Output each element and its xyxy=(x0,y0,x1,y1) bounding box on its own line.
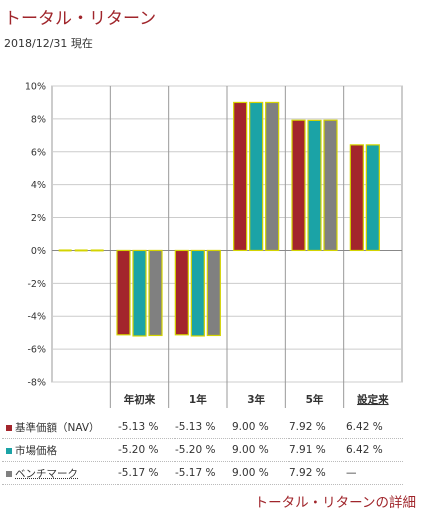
bench-3y: 9.00 % xyxy=(232,467,269,479)
row-label-nav: 基準価額（NAV） xyxy=(15,421,100,434)
market-5y: 7.91 % xyxy=(289,444,326,456)
detail-link[interactable]: トータル・リターンの詳細 xyxy=(254,495,416,511)
bar xyxy=(249,101,264,252)
bar xyxy=(323,119,338,252)
y-tick-label: -4% xyxy=(28,312,47,323)
nav-swatch-icon xyxy=(6,424,12,431)
bar xyxy=(365,144,380,252)
nav-3y: 9.00 % xyxy=(232,421,269,433)
x-tick-label: 設定来 xyxy=(357,393,389,406)
as-of-date: 2018/12/31 現在 xyxy=(4,37,93,50)
x-tick-label: 3年 xyxy=(247,393,265,406)
table-row-bench: ベンチマーク -5.17 % -5.17 % 9.00 % 7.92 % — xyxy=(2,462,403,485)
bar xyxy=(116,249,131,336)
nav-inception: 6.42 % xyxy=(346,421,383,433)
market-ytd: -5.20 % xyxy=(118,444,159,456)
y-tick-label: -6% xyxy=(28,345,47,356)
row-label-market: 市場価格 xyxy=(15,444,57,457)
bench-inception: — xyxy=(346,467,357,479)
bench-5y: 7.92 % xyxy=(289,467,326,479)
bar xyxy=(291,119,306,252)
market-1y: -5.20 % xyxy=(175,444,216,456)
row-name-nav: 基準価額（NAV） xyxy=(2,416,118,439)
y-tick-label: 8% xyxy=(31,114,46,125)
bar xyxy=(233,101,248,252)
bar xyxy=(74,249,88,252)
return-table: 基準価額（NAV） -5.13 % -5.13 % 9.00 % 7.92 % … xyxy=(2,416,403,485)
table-row-nav: 基準価額（NAV） -5.13 % -5.13 % 9.00 % 7.92 % … xyxy=(2,416,403,439)
market-swatch-icon xyxy=(6,447,12,454)
bar xyxy=(349,144,364,252)
row-label-bench[interactable]: ベンチマーク xyxy=(15,467,78,480)
nav-5y: 7.92 % xyxy=(289,421,326,433)
y-tick-label: 10% xyxy=(25,82,46,93)
bar xyxy=(132,249,147,337)
y-tick-label: 0% xyxy=(31,246,46,257)
page-title: トータル・リターン xyxy=(4,9,157,29)
y-tick-label: -8% xyxy=(28,378,47,389)
market-inception: 6.42 % xyxy=(346,444,383,456)
bench-ytd: -5.17 % xyxy=(118,467,159,479)
x-tick-label: 年初来 xyxy=(124,393,156,406)
table-row-market: 市場価格 -5.20 % -5.20 % 9.00 % 7.91 % 6.42 … xyxy=(2,439,403,462)
bench-swatch-icon xyxy=(6,470,12,477)
bar xyxy=(90,249,104,252)
bar xyxy=(58,249,72,252)
bar xyxy=(265,101,280,252)
market-3y: 9.00 % xyxy=(232,444,269,456)
row-name-market: 市場価格 xyxy=(2,439,118,462)
bar xyxy=(307,119,322,252)
nav-ytd: -5.13 % xyxy=(118,421,159,433)
x-tick-label: 1年 xyxy=(189,393,207,406)
bar xyxy=(148,249,163,337)
x-tick-label: 5年 xyxy=(306,393,324,406)
total-return-chart: 10% 8% 6% 4% 2% 0% -2% -4% -6% -8% 年初来 1年 3年 5年 設定来 xyxy=(25,82,403,408)
y-tick-label: 2% xyxy=(31,213,46,224)
nav-1y: -5.13 % xyxy=(175,421,216,433)
y-tick-label: 4% xyxy=(31,180,46,191)
bar xyxy=(174,249,189,336)
row-name-bench: ベンチマーク xyxy=(2,462,118,485)
bar xyxy=(190,249,205,337)
y-tick-label: -2% xyxy=(28,279,47,290)
bar xyxy=(206,249,221,337)
y-tick-label: 6% xyxy=(31,147,46,158)
bench-1y: -5.17 % xyxy=(175,467,216,479)
